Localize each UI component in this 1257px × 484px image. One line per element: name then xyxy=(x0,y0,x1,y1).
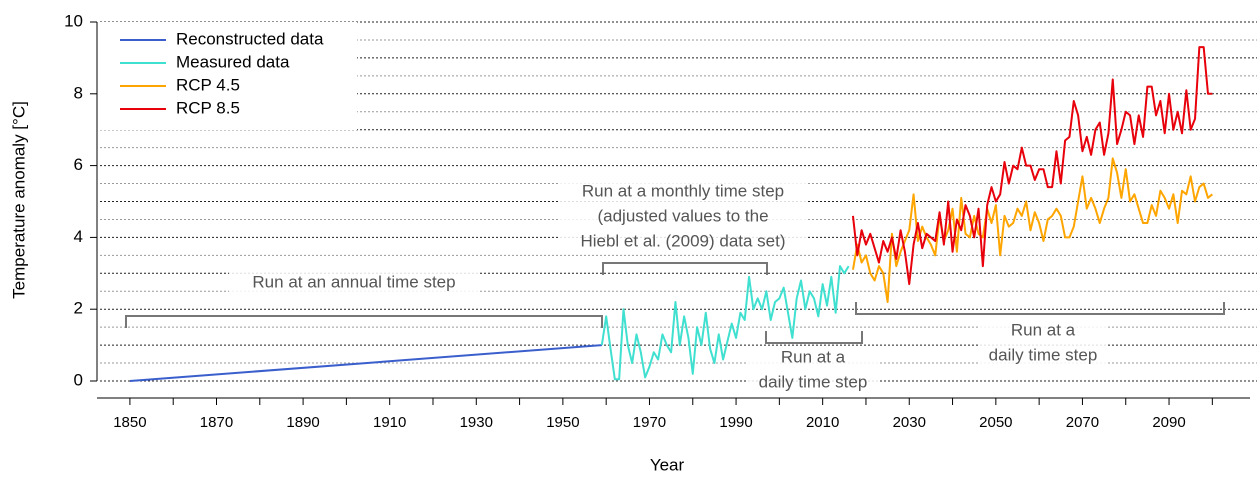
x-tick-label: 1930 xyxy=(460,414,493,431)
annotation-text: daily time step xyxy=(759,372,868,391)
legend-label: RCP 4.5 xyxy=(176,75,240,94)
x-tick-label: 2050 xyxy=(979,414,1012,431)
x-tick-label: 1950 xyxy=(546,414,579,431)
annotation-bracket xyxy=(765,331,863,344)
annotation-text: Run at an annual time step xyxy=(252,272,455,291)
annotation-text: (adjusted values to the xyxy=(597,206,768,225)
x-tick-label: 2090 xyxy=(1152,414,1185,431)
annotation-bracket xyxy=(125,315,603,328)
y-tick-label: 0 xyxy=(74,370,83,389)
x-tick-label: 1970 xyxy=(633,414,666,431)
x-tick-label: 1870 xyxy=(200,414,233,431)
x-axis-label: Year xyxy=(650,455,685,474)
y-tick-label: 10 xyxy=(64,11,83,30)
annotation-background xyxy=(748,371,878,395)
y-tick-label: 8 xyxy=(74,83,83,102)
annotation-background xyxy=(229,271,479,295)
annotation-background xyxy=(558,180,808,204)
x-tick-label: 1890 xyxy=(286,414,319,431)
annotation-text: Hiebl et al. (2009) data set) xyxy=(580,231,785,250)
series-line xyxy=(129,344,602,382)
series-line xyxy=(600,265,850,381)
x-tick-label: 2030 xyxy=(893,414,926,431)
annotation-text: Run at a xyxy=(1011,320,1076,339)
x-tick-label: 1850 xyxy=(113,414,146,431)
annotation-bracket xyxy=(602,262,768,275)
annotation-background xyxy=(748,346,878,370)
x-tick-label: 1990 xyxy=(719,414,752,431)
y-tick-label: 4 xyxy=(74,227,83,246)
y-tick-label: 2 xyxy=(74,299,83,318)
annotation-background xyxy=(978,319,1108,343)
y-axis-label: Temperature anomaly [°C] xyxy=(9,101,28,299)
annotation-bracket xyxy=(855,302,1225,315)
y-tick-label: 6 xyxy=(74,155,83,174)
annotation-background xyxy=(558,205,808,229)
legend-label: RCP 8.5 xyxy=(176,98,240,117)
series-line xyxy=(851,157,1213,304)
annotation-text: Run at a xyxy=(781,347,846,366)
legend-label: Measured data xyxy=(176,52,290,71)
series-line xyxy=(851,46,1213,286)
annotation-background xyxy=(978,344,1108,368)
annotation-text: daily time step xyxy=(989,345,1098,364)
annotation-background xyxy=(558,230,808,254)
x-tick-label: 2070 xyxy=(1066,414,1099,431)
legend-label: Reconstructed data xyxy=(176,29,324,48)
x-tick-label: 1910 xyxy=(373,414,406,431)
annotation-text: Run at a monthly time step xyxy=(582,181,784,200)
x-tick-label: 2010 xyxy=(806,414,839,431)
